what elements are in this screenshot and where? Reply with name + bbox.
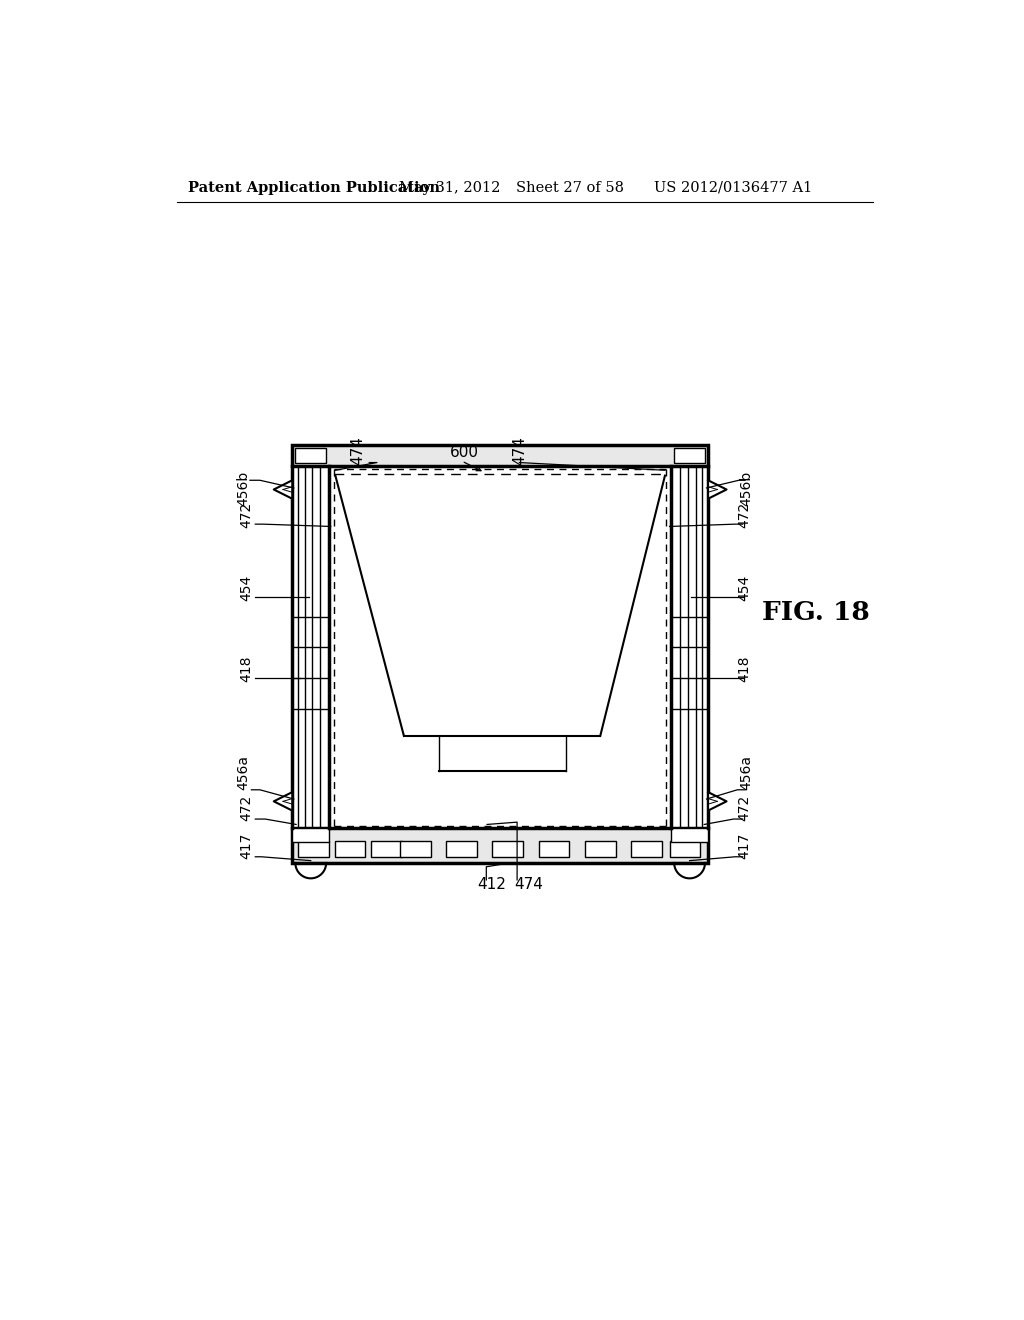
Bar [335,841,366,857]
Bar [295,447,326,463]
Text: 412: 412 [477,876,506,892]
Polygon shape [708,792,727,810]
Polygon shape [273,792,292,810]
Bar [446,841,477,857]
Bar [585,841,615,857]
Bar [671,829,708,842]
Text: 472: 472 [737,502,752,528]
Bar [539,841,569,857]
Text: 456a: 456a [739,755,754,789]
Text: 417: 417 [737,833,752,859]
Bar [292,829,708,863]
Text: 474: 474 [350,436,366,465]
Bar [670,841,700,857]
Text: 454: 454 [239,576,253,601]
Bar [493,841,523,857]
Polygon shape [273,480,292,499]
Bar [631,841,662,857]
Text: 600: 600 [451,445,479,461]
Text: FIG. 18: FIG. 18 [762,601,869,626]
Text: 474: 474 [514,876,543,892]
Bar [400,841,431,857]
Text: 454: 454 [737,576,752,601]
Text: 474: 474 [512,436,527,465]
Text: 472: 472 [239,502,253,528]
Bar [292,829,330,842]
Text: 418: 418 [239,656,253,682]
Bar [674,447,705,463]
Text: US 2012/0136477 A1: US 2012/0136477 A1 [654,181,812,194]
Text: Patent Application Publication: Patent Application Publication [188,181,440,194]
Text: 472: 472 [239,795,253,821]
Text: Sheet 27 of 58: Sheet 27 of 58 [515,181,624,194]
Bar [298,841,330,857]
Text: May 31, 2012: May 31, 2012 [398,181,500,194]
Text: 456b: 456b [739,470,754,506]
Bar [292,445,708,466]
Text: 456b: 456b [236,470,250,506]
Polygon shape [708,480,727,499]
Text: 418: 418 [737,656,752,682]
Text: 456a: 456a [236,755,250,789]
Text: 472: 472 [737,795,752,821]
Bar [371,841,401,857]
Text: 417: 417 [239,833,253,859]
